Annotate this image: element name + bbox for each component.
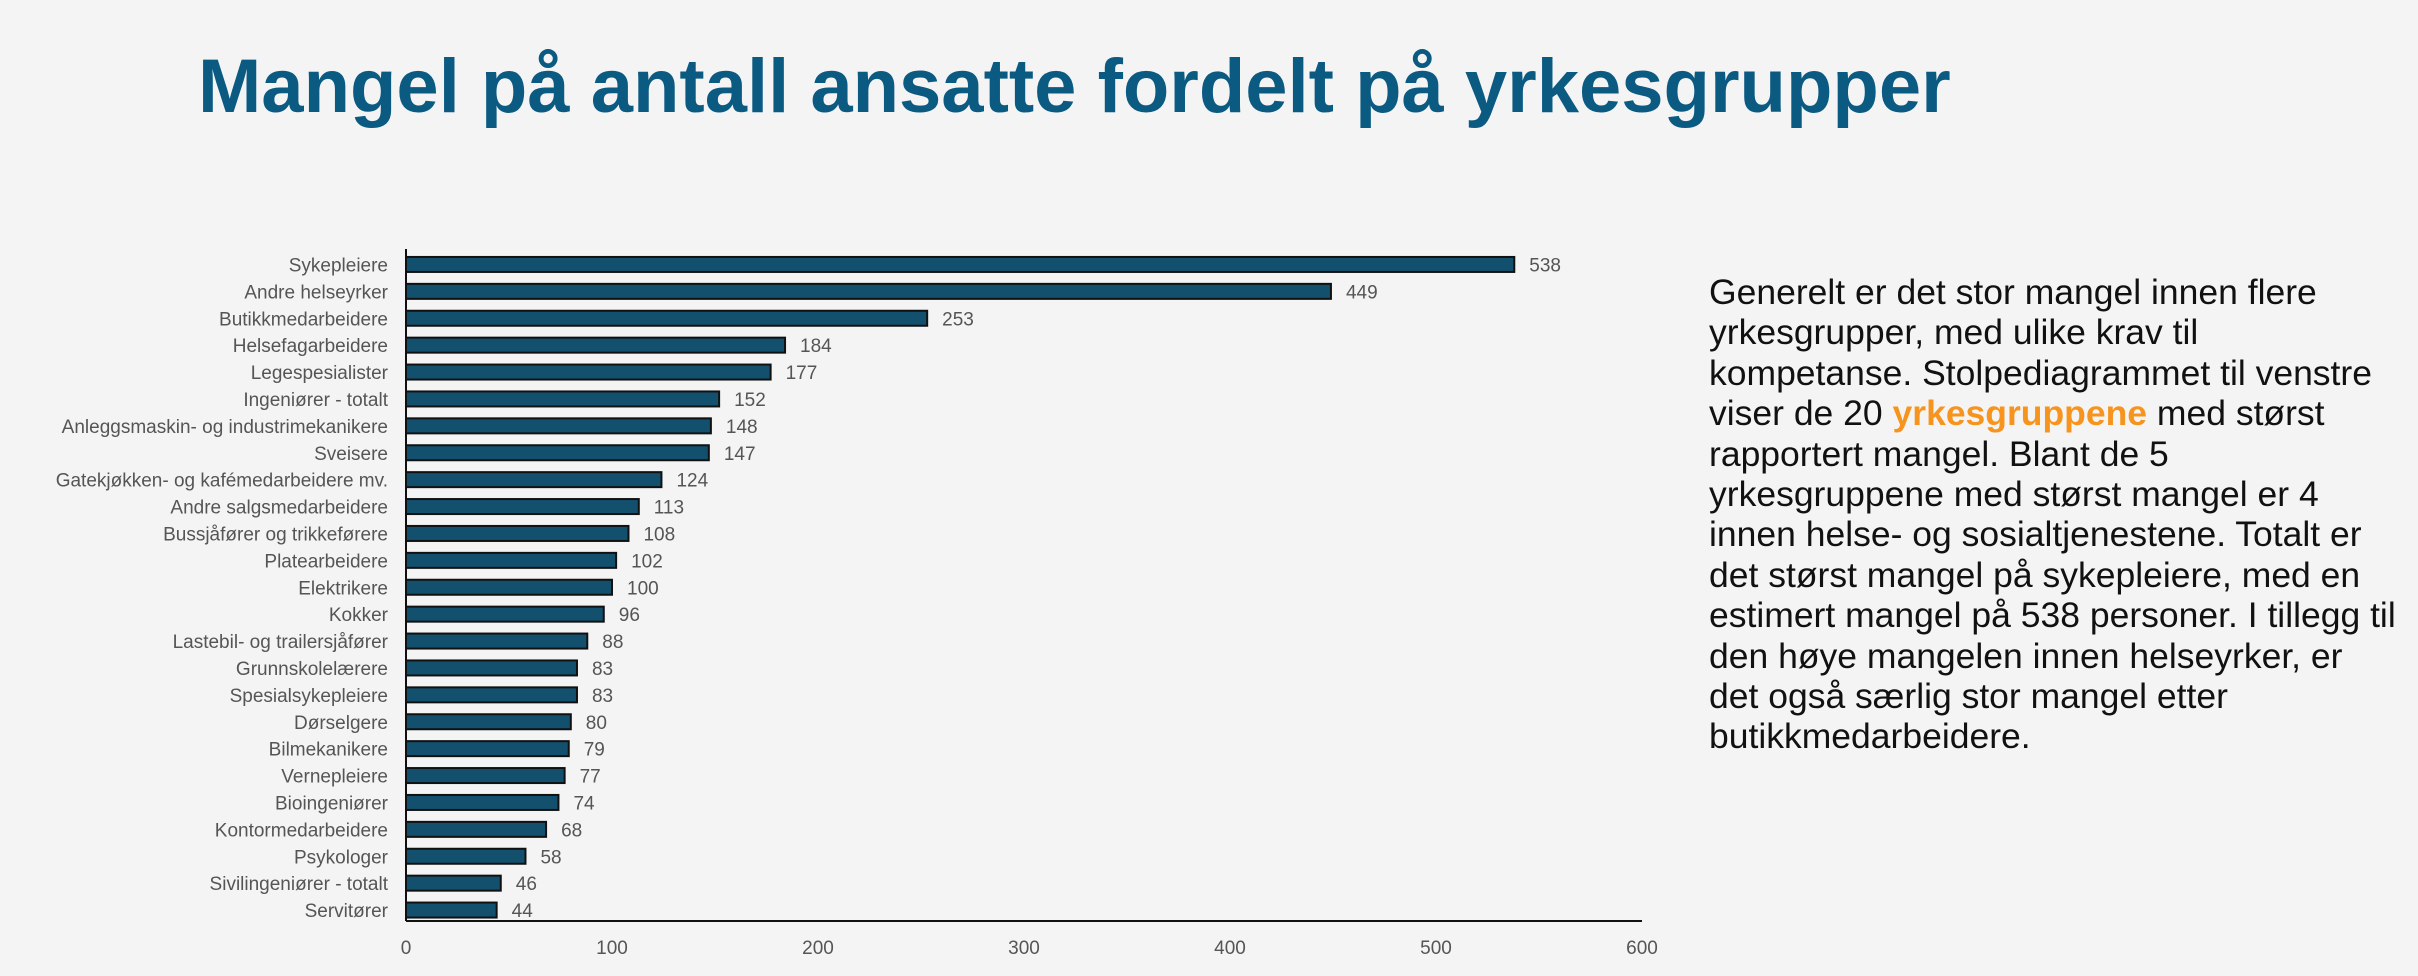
category-label: Helsefagarbeidere (233, 336, 388, 357)
page-title: Mangel på antall ansatte fordelt på yrke… (198, 44, 1951, 129)
bar-21 (405, 820, 548, 838)
bar-0 (405, 255, 1516, 273)
description-text-after: med størst rapportert mangel. Blant de 5… (1709, 393, 2396, 757)
bar-19 (405, 767, 566, 785)
bar-12 (405, 578, 613, 596)
value-label: 148 (726, 417, 758, 438)
value-label: 74 (573, 793, 595, 814)
category-label: Psykologer (294, 847, 389, 868)
category-label: Spesialsykepleiere (230, 686, 388, 707)
bar-chart: Sykepleiere Andre helseyrker Butikkmedarbe… (56, 249, 1658, 959)
bar-9 (405, 498, 640, 516)
bar-2 (405, 309, 929, 327)
description-highlight: yrkesgruppene (1892, 393, 2148, 434)
value-label: 83 (592, 686, 613, 707)
value-label: 79 (584, 740, 605, 761)
category-label: Bilmekanikere (269, 740, 388, 761)
category-label: Elektrikere (298, 578, 388, 599)
value-label: 46 (516, 874, 537, 895)
bar-10 (405, 524, 630, 542)
bar-4 (405, 363, 772, 381)
value-label: 58 (540, 847, 561, 868)
category-label: Servitører (305, 901, 389, 922)
bar-23 (405, 874, 502, 892)
bar-22 (405, 847, 527, 865)
value-label: 177 (786, 363, 818, 384)
x-tick-label: 500 (1420, 938, 1452, 959)
category-label: Platearbeidere (264, 551, 388, 572)
bar-17 (405, 713, 572, 731)
bar-24 (405, 901, 498, 919)
category-label: Andre helseyrker (244, 282, 388, 303)
value-label: 124 (676, 471, 708, 492)
value-label: 152 (734, 390, 766, 411)
bar-15 (405, 659, 578, 677)
bar-3 (405, 336, 787, 354)
bar-20 (405, 793, 560, 811)
value-label: 100 (627, 578, 659, 599)
bar-5 (405, 390, 721, 408)
category-label: Sykepleiere (289, 255, 388, 276)
category-label: Anleggsmaskin- og industrimekanikere (62, 417, 388, 438)
category-label: Bussjåfører og trikkeførere (163, 524, 388, 545)
category-label: Ingeniører - totalt (243, 390, 388, 411)
category-label: Kontormedarbeidere (215, 820, 388, 841)
value-label: 184 (800, 336, 832, 357)
value-label: 88 (602, 632, 623, 653)
value-label: 113 (654, 498, 684, 519)
category-label: Andre salgsmedarbeidere (170, 498, 388, 519)
category-label: Kokker (329, 605, 389, 626)
bar-8 (405, 471, 663, 489)
category-label: Sveisere (314, 444, 388, 465)
x-tick-label: 200 (802, 938, 834, 959)
bar-1 (405, 282, 1332, 300)
x-tick-label: 600 (1626, 938, 1658, 959)
category-labels-layer: Sykepleiere Andre helseyrker Butikkmedarbe… (56, 255, 389, 922)
bar-11 (405, 551, 618, 569)
category-label: Sivilingeniører - totalt (210, 874, 389, 895)
value-label: 253 (942, 309, 974, 330)
category-label: Butikkmedarbeidere (219, 309, 388, 330)
value-label: 68 (561, 820, 582, 841)
category-label: Dørselgere (294, 713, 388, 734)
axes-layer: 0 100 200 300 400 500 600 (401, 249, 1658, 959)
x-tick-label: 300 (1008, 938, 1040, 959)
bar-6 (405, 417, 712, 435)
x-tick-label: 400 (1214, 938, 1246, 959)
value-label: 538 (1529, 255, 1561, 276)
value-label: 96 (619, 605, 640, 626)
bar-16 (405, 686, 578, 704)
bar-7 (405, 444, 710, 462)
value-label: 108 (643, 524, 675, 545)
value-label: 77 (580, 767, 601, 788)
bar-18 (405, 740, 570, 758)
description-text-before: Generelt er det stor mangel innen flere … (1709, 272, 2372, 434)
category-label: Grunnskolelærere (236, 659, 388, 680)
x-tick-label: 0 (401, 938, 412, 959)
category-label: Vernepleiere (281, 767, 388, 788)
value-label: 102 (631, 551, 663, 572)
category-label: Lastebil- og trailersjåfører (173, 632, 389, 653)
description-text: Generelt er det stor mangel innen flere … (1709, 272, 2399, 757)
category-label: Legespesialister (251, 363, 389, 384)
x-tick-label: 100 (596, 938, 628, 959)
value-label: 83 (592, 659, 613, 680)
value-label: 80 (586, 713, 607, 734)
category-label: Gatekjøkken- og kafémedarbeidere mv. (56, 471, 388, 492)
value-label: 147 (724, 444, 756, 465)
bars-layer (405, 255, 1516, 919)
value-labels-layer: 538 449 253 184 177 152 148 147 124 113 108 102 100 9… (512, 255, 1561, 922)
value-label: 44 (512, 901, 534, 922)
bar-14 (405, 632, 589, 650)
category-label: Bioingeniører (275, 793, 389, 814)
value-label: 449 (1346, 282, 1378, 303)
bar-13 (405, 605, 605, 623)
